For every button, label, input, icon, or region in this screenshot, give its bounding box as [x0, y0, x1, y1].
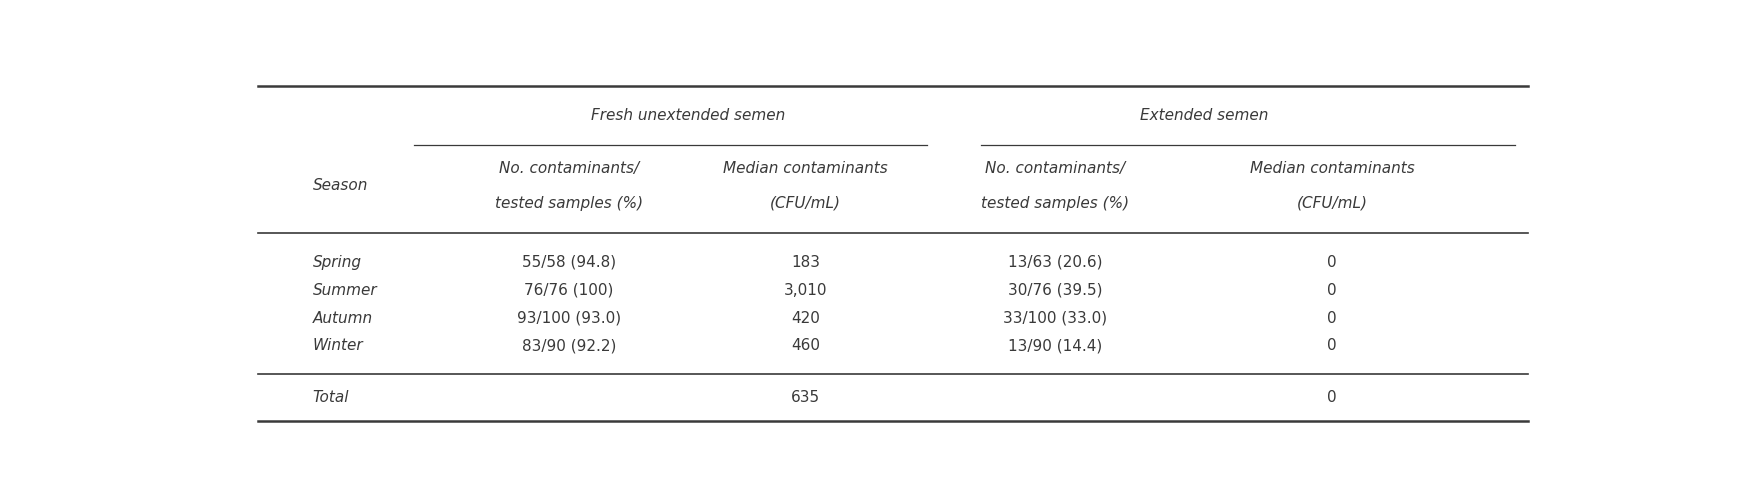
Text: 0: 0: [1328, 255, 1337, 270]
Text: 0: 0: [1328, 338, 1337, 354]
Text: 3,010: 3,010: [784, 283, 828, 298]
Text: 93/100 (93.0): 93/100 (93.0): [518, 310, 621, 325]
Text: Autumn: Autumn: [312, 310, 373, 325]
Text: 460: 460: [791, 338, 819, 354]
Text: 183: 183: [791, 255, 819, 270]
Text: Spring: Spring: [312, 255, 361, 270]
Text: 0: 0: [1328, 310, 1337, 325]
Text: 55/58 (94.8): 55/58 (94.8): [521, 255, 617, 270]
Text: 13/63 (20.6): 13/63 (20.6): [1007, 255, 1103, 270]
Text: 0: 0: [1328, 283, 1337, 298]
Text: 13/90 (14.4): 13/90 (14.4): [1007, 338, 1103, 354]
Text: 420: 420: [791, 310, 819, 325]
Text: No. contaminants/: No. contaminants/: [985, 161, 1126, 176]
Text: 0: 0: [1328, 390, 1337, 405]
Text: tested samples (%): tested samples (%): [981, 196, 1129, 211]
Text: Season: Season: [312, 179, 368, 193]
Text: (CFU/mL): (CFU/mL): [770, 196, 840, 211]
Text: 76/76 (100): 76/76 (100): [525, 283, 614, 298]
Text: tested samples (%): tested samples (%): [495, 196, 643, 211]
Text: Median contaminants: Median contaminants: [723, 161, 887, 176]
Text: Extended semen: Extended semen: [1140, 108, 1269, 123]
Text: Summer: Summer: [312, 283, 376, 298]
Text: 83/90 (92.2): 83/90 (92.2): [521, 338, 617, 354]
Text: Fresh unextended semen: Fresh unextended semen: [591, 108, 784, 123]
Text: (CFU/mL): (CFU/mL): [1297, 196, 1368, 211]
Text: Winter: Winter: [312, 338, 363, 354]
Text: 33/100 (33.0): 33/100 (33.0): [1004, 310, 1107, 325]
Text: No. contaminants/: No. contaminants/: [498, 161, 640, 176]
Text: 30/76 (39.5): 30/76 (39.5): [1007, 283, 1103, 298]
Text: Median contaminants: Median contaminants: [1250, 161, 1415, 176]
Text: Total: Total: [312, 390, 349, 405]
Text: 635: 635: [791, 390, 819, 405]
